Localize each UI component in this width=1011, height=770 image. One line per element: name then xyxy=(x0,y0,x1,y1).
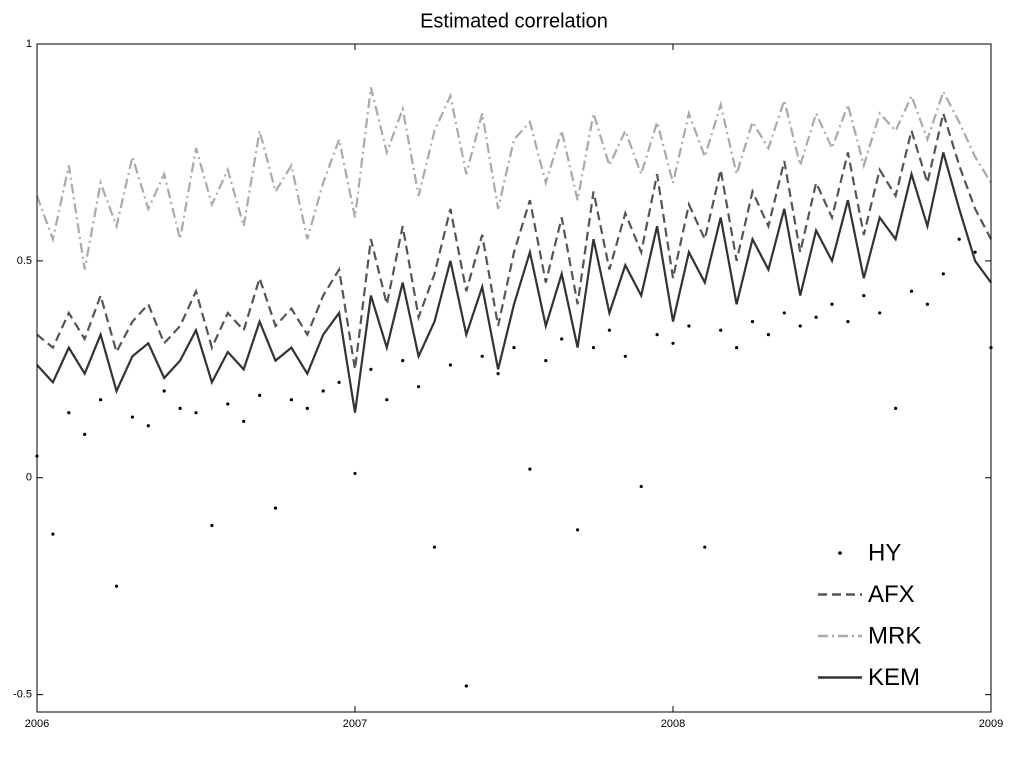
data-point xyxy=(273,506,278,510)
data-point xyxy=(385,398,389,402)
data-point xyxy=(909,289,914,293)
data-point xyxy=(417,385,421,389)
data-point xyxy=(401,359,405,363)
series-line xyxy=(36,109,992,370)
data-point xyxy=(480,354,484,358)
data-point xyxy=(814,315,818,319)
data-point xyxy=(210,523,214,528)
data-point xyxy=(289,398,293,402)
data-point xyxy=(846,320,850,324)
data-point xyxy=(512,346,516,350)
data-point xyxy=(194,411,198,415)
data-point xyxy=(878,311,882,315)
data-point xyxy=(830,302,834,306)
data-point xyxy=(719,328,723,332)
x-tick-label: 2007 xyxy=(343,718,367,730)
data-point xyxy=(782,311,786,315)
legend-label: HY xyxy=(868,539,901,566)
data-point xyxy=(957,237,961,241)
data-point xyxy=(941,272,945,276)
data-point xyxy=(894,406,898,410)
data-point xyxy=(576,528,580,532)
data-point xyxy=(242,419,246,423)
data-point xyxy=(973,250,977,254)
y-tick-label: 0.5 xyxy=(17,255,32,267)
data-point xyxy=(591,346,596,350)
data-point xyxy=(448,363,452,367)
x-tick-label: 2009 xyxy=(979,718,1003,730)
data-point xyxy=(337,380,341,384)
data-point xyxy=(258,393,262,397)
data-point xyxy=(99,398,103,402)
data-point xyxy=(305,406,309,410)
legend-label: AFX xyxy=(868,581,915,608)
x-tick-label: 2006 xyxy=(25,718,49,730)
series-line xyxy=(35,87,992,270)
data-point xyxy=(798,324,802,328)
data-point xyxy=(51,532,55,536)
chart-title: Estimated correlation xyxy=(420,10,608,32)
data-point xyxy=(432,545,437,549)
data-point xyxy=(607,328,612,332)
data-point xyxy=(639,484,643,489)
data-point xyxy=(623,354,627,358)
data-point xyxy=(226,402,230,406)
data-point xyxy=(353,471,357,476)
data-point xyxy=(544,359,548,363)
data-point xyxy=(528,467,532,471)
data-point xyxy=(735,346,739,350)
data-point xyxy=(130,415,134,419)
data-point xyxy=(114,584,119,588)
data-point xyxy=(496,372,500,376)
data-point xyxy=(464,684,468,688)
legend: HY AFX MRK KEM xyxy=(818,539,921,691)
plot-frame xyxy=(36,43,992,713)
y-tick-label: 1 xyxy=(26,38,32,50)
data-point xyxy=(83,432,87,436)
data-point xyxy=(369,367,373,371)
y-tick-label: 0 xyxy=(26,472,32,484)
data-point xyxy=(766,333,771,337)
data-point xyxy=(560,337,564,341)
data-point xyxy=(146,424,150,428)
x-tick-label: 2008 xyxy=(661,718,685,730)
data-point xyxy=(925,302,930,306)
data-point xyxy=(321,389,325,393)
data-point xyxy=(750,320,755,324)
data-point xyxy=(671,341,675,345)
data-point xyxy=(67,411,71,415)
data-point xyxy=(687,324,691,328)
legend-swatch xyxy=(838,551,842,555)
legend-label: KEM xyxy=(868,664,920,691)
y-tick-label: -0.5 xyxy=(13,689,32,701)
data-point xyxy=(703,545,707,549)
data-point xyxy=(862,293,866,298)
data-point xyxy=(178,406,182,410)
data-point xyxy=(162,389,166,393)
series-line xyxy=(36,152,992,413)
data-point xyxy=(655,333,659,337)
legend-label: MRK xyxy=(868,622,921,649)
